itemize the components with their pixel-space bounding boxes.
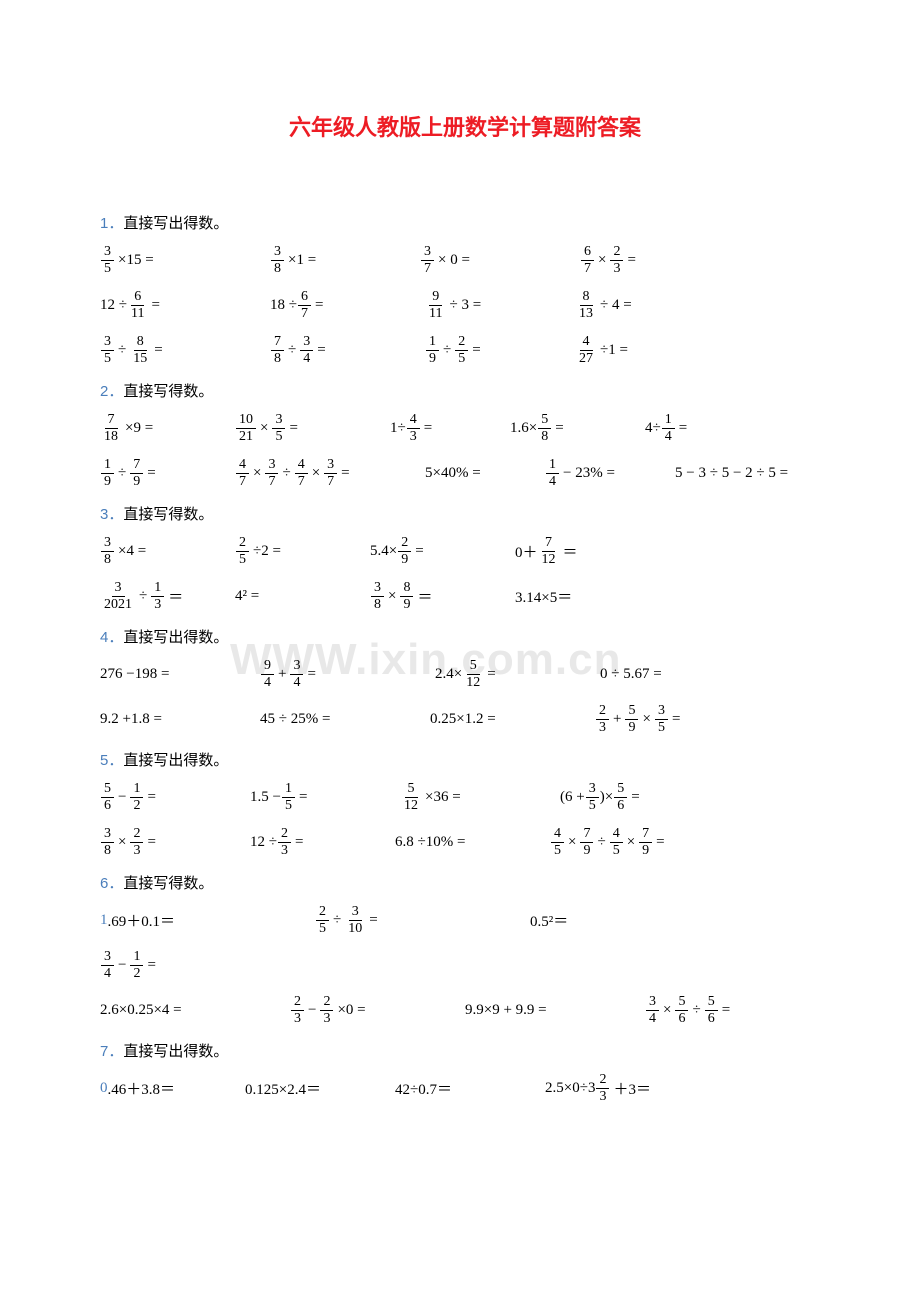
p6-row1: 11.69＋0.1＝.69＋0.1＝ 25÷310= 0.5²＝ xyxy=(100,905,830,936)
eq: 19÷79= xyxy=(100,458,235,489)
eq: 45 ÷ 25% = xyxy=(260,711,430,728)
eq: 5.4×29= xyxy=(370,536,515,567)
eq: 0.25×1.2 = xyxy=(430,711,595,728)
p7-row1: 0.46＋3.8＝ 0.125×2.4＝ 42÷0.7＝ 2.5×0÷323＋3… xyxy=(100,1073,830,1104)
eq: 38×23= xyxy=(100,827,250,858)
eq: 1.6×58= xyxy=(510,413,645,444)
eq: 14− 23% = xyxy=(545,458,675,489)
eq: 0.5²＝ xyxy=(530,910,568,931)
problem-5-number: 5． xyxy=(100,752,123,769)
problem-5-text: 直接写出得数。 xyxy=(123,753,228,769)
eq: 5 − 3 ÷ 5 − 2 ÷ 5 = xyxy=(675,465,788,482)
eq: 2.5×0÷323＋3＝ xyxy=(545,1073,654,1104)
p1-row3: 35÷815= 78÷34= 19÷25= 427÷1 = xyxy=(100,335,830,366)
problem-5-heading: 5．直接写出得数。 xyxy=(100,749,830,770)
eq: 4÷14= xyxy=(645,413,690,444)
eq: 25÷2 = xyxy=(235,536,370,567)
eq: 718×9 = xyxy=(100,413,235,444)
eq: 1÷43= xyxy=(390,413,510,444)
eq: 276 −198 = xyxy=(100,666,260,683)
eq: 78÷34= xyxy=(270,335,425,366)
page-title: 六年级人教版上册数学计算题附答案 xyxy=(100,110,830,142)
eq: 4² = xyxy=(235,588,370,605)
eq: 0.125×2.4＝ xyxy=(245,1078,395,1099)
eq: 45×79÷45×79= xyxy=(550,827,668,858)
problem-6-text: 直接写得数。 xyxy=(123,876,213,892)
eq: 25÷310= xyxy=(315,905,530,936)
eq: 11.69＋0.1＝.69＋0.1＝ xyxy=(100,910,315,931)
p6-row2: 34−12= xyxy=(100,950,830,981)
problem-2-heading: 2．直接写得数。 xyxy=(100,380,830,401)
problem-1-text: 直接写出得数。 xyxy=(123,216,228,232)
p5-row2: 38×23= 12 ÷23= 6.8 ÷10% = 45×79÷45×79= xyxy=(100,827,830,858)
problem-7-text: 直接写出得数。 xyxy=(123,1044,228,1060)
p4-row1: 276 −198 = 94+34= 2.4×512= 0 ÷ 5.67 = xyxy=(100,659,830,690)
p2-row2: 19÷79= 47×37÷47×37= 5×40% = 14− 23% = 5 … xyxy=(100,458,830,489)
eq: (6 +35)×56= xyxy=(560,782,643,813)
problem-2-text: 直接写得数。 xyxy=(123,384,213,400)
eq: 37× 0 = xyxy=(420,245,580,276)
problem-3-heading: 3．直接写得数。 xyxy=(100,503,830,524)
eq: 12 ÷23= xyxy=(250,827,395,858)
problem-6-number: 6． xyxy=(100,875,123,892)
problem-4-number: 4． xyxy=(100,629,123,646)
eq: 34×56÷56= xyxy=(645,995,733,1026)
eq: 19÷25= xyxy=(425,335,575,366)
page-content: 六年级人教版上册数学计算题附答案 1．直接写出得数。 35×15 = 38×1 … xyxy=(100,110,830,1104)
eq: 67×23= xyxy=(580,245,639,276)
eq: 9.9×9 + 9.9 = xyxy=(465,1002,645,1019)
problem-3-text: 直接写得数。 xyxy=(123,507,213,523)
problem-1-number: 1． xyxy=(100,215,123,232)
eq: 0.46＋3.8＝ xyxy=(100,1078,245,1099)
eq: 38×1 = xyxy=(270,245,420,276)
problem-2-number: 2． xyxy=(100,383,123,400)
problem-6-heading: 6．直接写得数。 xyxy=(100,872,830,893)
problem-1-heading: 1．直接写出得数。 xyxy=(100,212,830,233)
eq: 5×40% = xyxy=(425,465,545,482)
p5-row1: 56−12= 1.5 −15= 512×36 = (6 +35)×56= xyxy=(100,782,830,813)
eq: 12 ÷611= xyxy=(100,290,270,321)
eq: 42÷0.7＝ xyxy=(395,1078,545,1099)
p2-row1: 718×9 = 1021×35= 1÷43= 1.6×58= 4÷14= xyxy=(100,413,830,444)
p1-row1: 35×15 = 38×1 = 37× 0 = 67×23= xyxy=(100,245,830,276)
eq: 38×89＝ xyxy=(370,581,515,612)
p1-row2: 12 ÷611= 18 ÷67= 911÷ 3 = 813÷ 4 = xyxy=(100,290,830,321)
eq: 6.8 ÷10% = xyxy=(395,834,550,851)
eq: 1021×35= xyxy=(235,413,390,444)
p3-row2: 32021÷13＝ 4² = 38×89＝ 3.14×5＝ xyxy=(100,581,830,612)
eq: 911÷ 3 = xyxy=(425,290,575,321)
eq: 47×37÷47×37= xyxy=(235,458,425,489)
eq: 2.4×512= xyxy=(435,659,600,690)
eq: 32021÷13＝ xyxy=(100,581,235,612)
eq: 34−12= xyxy=(100,950,159,981)
p3-row1: 38×4 = 25÷2 = 5.4×29= 0＋712＝ xyxy=(100,536,830,567)
eq: 94+34= xyxy=(260,659,435,690)
eq: 35÷815= xyxy=(100,335,270,366)
eq: 1.5 −15= xyxy=(250,782,400,813)
p6-row3: 2.6×0.25×4 = 23−23×0 = 9.9×9 + 9.9 = 34×… xyxy=(100,995,830,1026)
p4-row2: 9.2 +1.8 = 45 ÷ 25% = 0.25×1.2 = 23+59×3… xyxy=(100,704,830,735)
eq: 2.6×0.25×4 = xyxy=(100,1002,290,1019)
eq: 0 ÷ 5.67 = xyxy=(600,666,662,683)
problem-3-number: 3． xyxy=(100,506,123,523)
eq: 23−23×0 = xyxy=(290,995,465,1026)
eq: 38×4 = xyxy=(100,536,235,567)
problem-4-heading: 4．直接写出得数。 xyxy=(100,626,830,647)
eq: 9.2 +1.8 = xyxy=(100,711,260,728)
eq: 35×15 = xyxy=(100,245,270,276)
eq: 18 ÷67= xyxy=(270,290,425,321)
problem-7-heading: 7．直接写出得数。 xyxy=(100,1040,830,1061)
eq: 0＋712＝ xyxy=(515,536,581,567)
eq: 813÷ 4 = xyxy=(575,290,635,321)
eq: 427÷1 = xyxy=(575,335,631,366)
eq: 512×36 = xyxy=(400,782,560,813)
problem-4-text: 直接写出得数。 xyxy=(123,630,228,646)
problem-7-number: 7． xyxy=(100,1043,123,1060)
eq: 56−12= xyxy=(100,782,250,813)
eq: 3.14×5＝ xyxy=(515,586,572,607)
eq: 23+59×35= xyxy=(595,704,683,735)
